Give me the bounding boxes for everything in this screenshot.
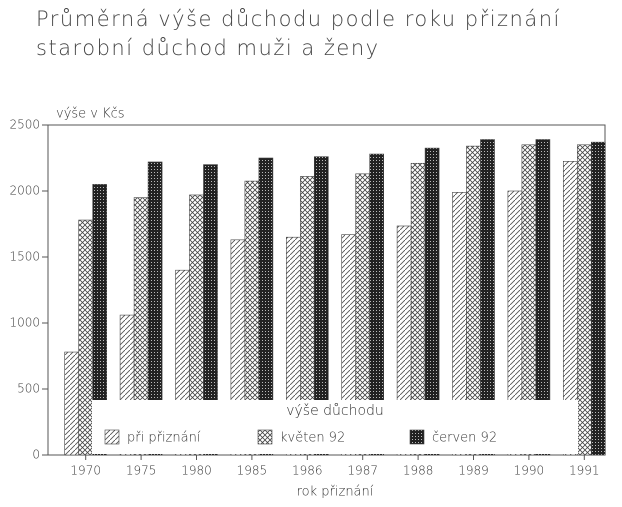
x-tick-label: 1970 [70,464,101,478]
bar [369,153,385,456]
y-tick-label: 1000 [9,316,40,330]
bar [258,157,274,456]
x-tick-label: 1990 [514,464,545,478]
y-tick-label: 2500 [9,118,40,132]
bar [313,156,329,456]
legend-swatch [104,429,120,445]
x-tick-label: 1986 [292,464,323,478]
x-tick-label: 1988 [403,464,434,478]
bar [147,161,163,456]
bar [64,351,79,456]
x-axis-label: rok přiznání [297,485,374,500]
bar [576,144,592,456]
x-tick-label: 1985 [237,464,268,478]
bar [92,184,107,456]
x-tick-label: 1989 [458,464,489,478]
bar [535,139,551,456]
chart-title: Průměrná výše důchodu podle roku přiznán… [36,7,561,31]
legend-label: květen 92 [280,431,345,446]
legend-label: červen 92 [432,431,497,446]
x-tick-label: 1980 [181,464,212,478]
legend-swatch [257,429,273,445]
y-tick-label: 500 [17,382,40,396]
legend: výše důchodu při přiznání květen 92 červen … [92,400,578,454]
y-tick-label: 2000 [9,184,40,198]
y-tick-label: 1500 [9,250,40,264]
x-tick-label: 1987 [347,464,378,478]
legend-title: výše důchodu [286,403,384,419]
chart-subtitle: starobní důchod muži a ženy [36,36,380,60]
bar [203,164,218,456]
x-tick-label: 1991 [569,464,600,478]
bar [78,219,93,456]
bar [590,141,606,456]
legend-box [92,400,578,454]
x-tick-label: 1975 [126,464,157,478]
y-tick-label: 0 [32,448,40,462]
bar [424,147,440,456]
legend-label: při přiznání [127,431,201,446]
bar [480,139,495,456]
legend-swatch [409,429,425,445]
y-axis-label: výše v Kčs [56,107,125,122]
